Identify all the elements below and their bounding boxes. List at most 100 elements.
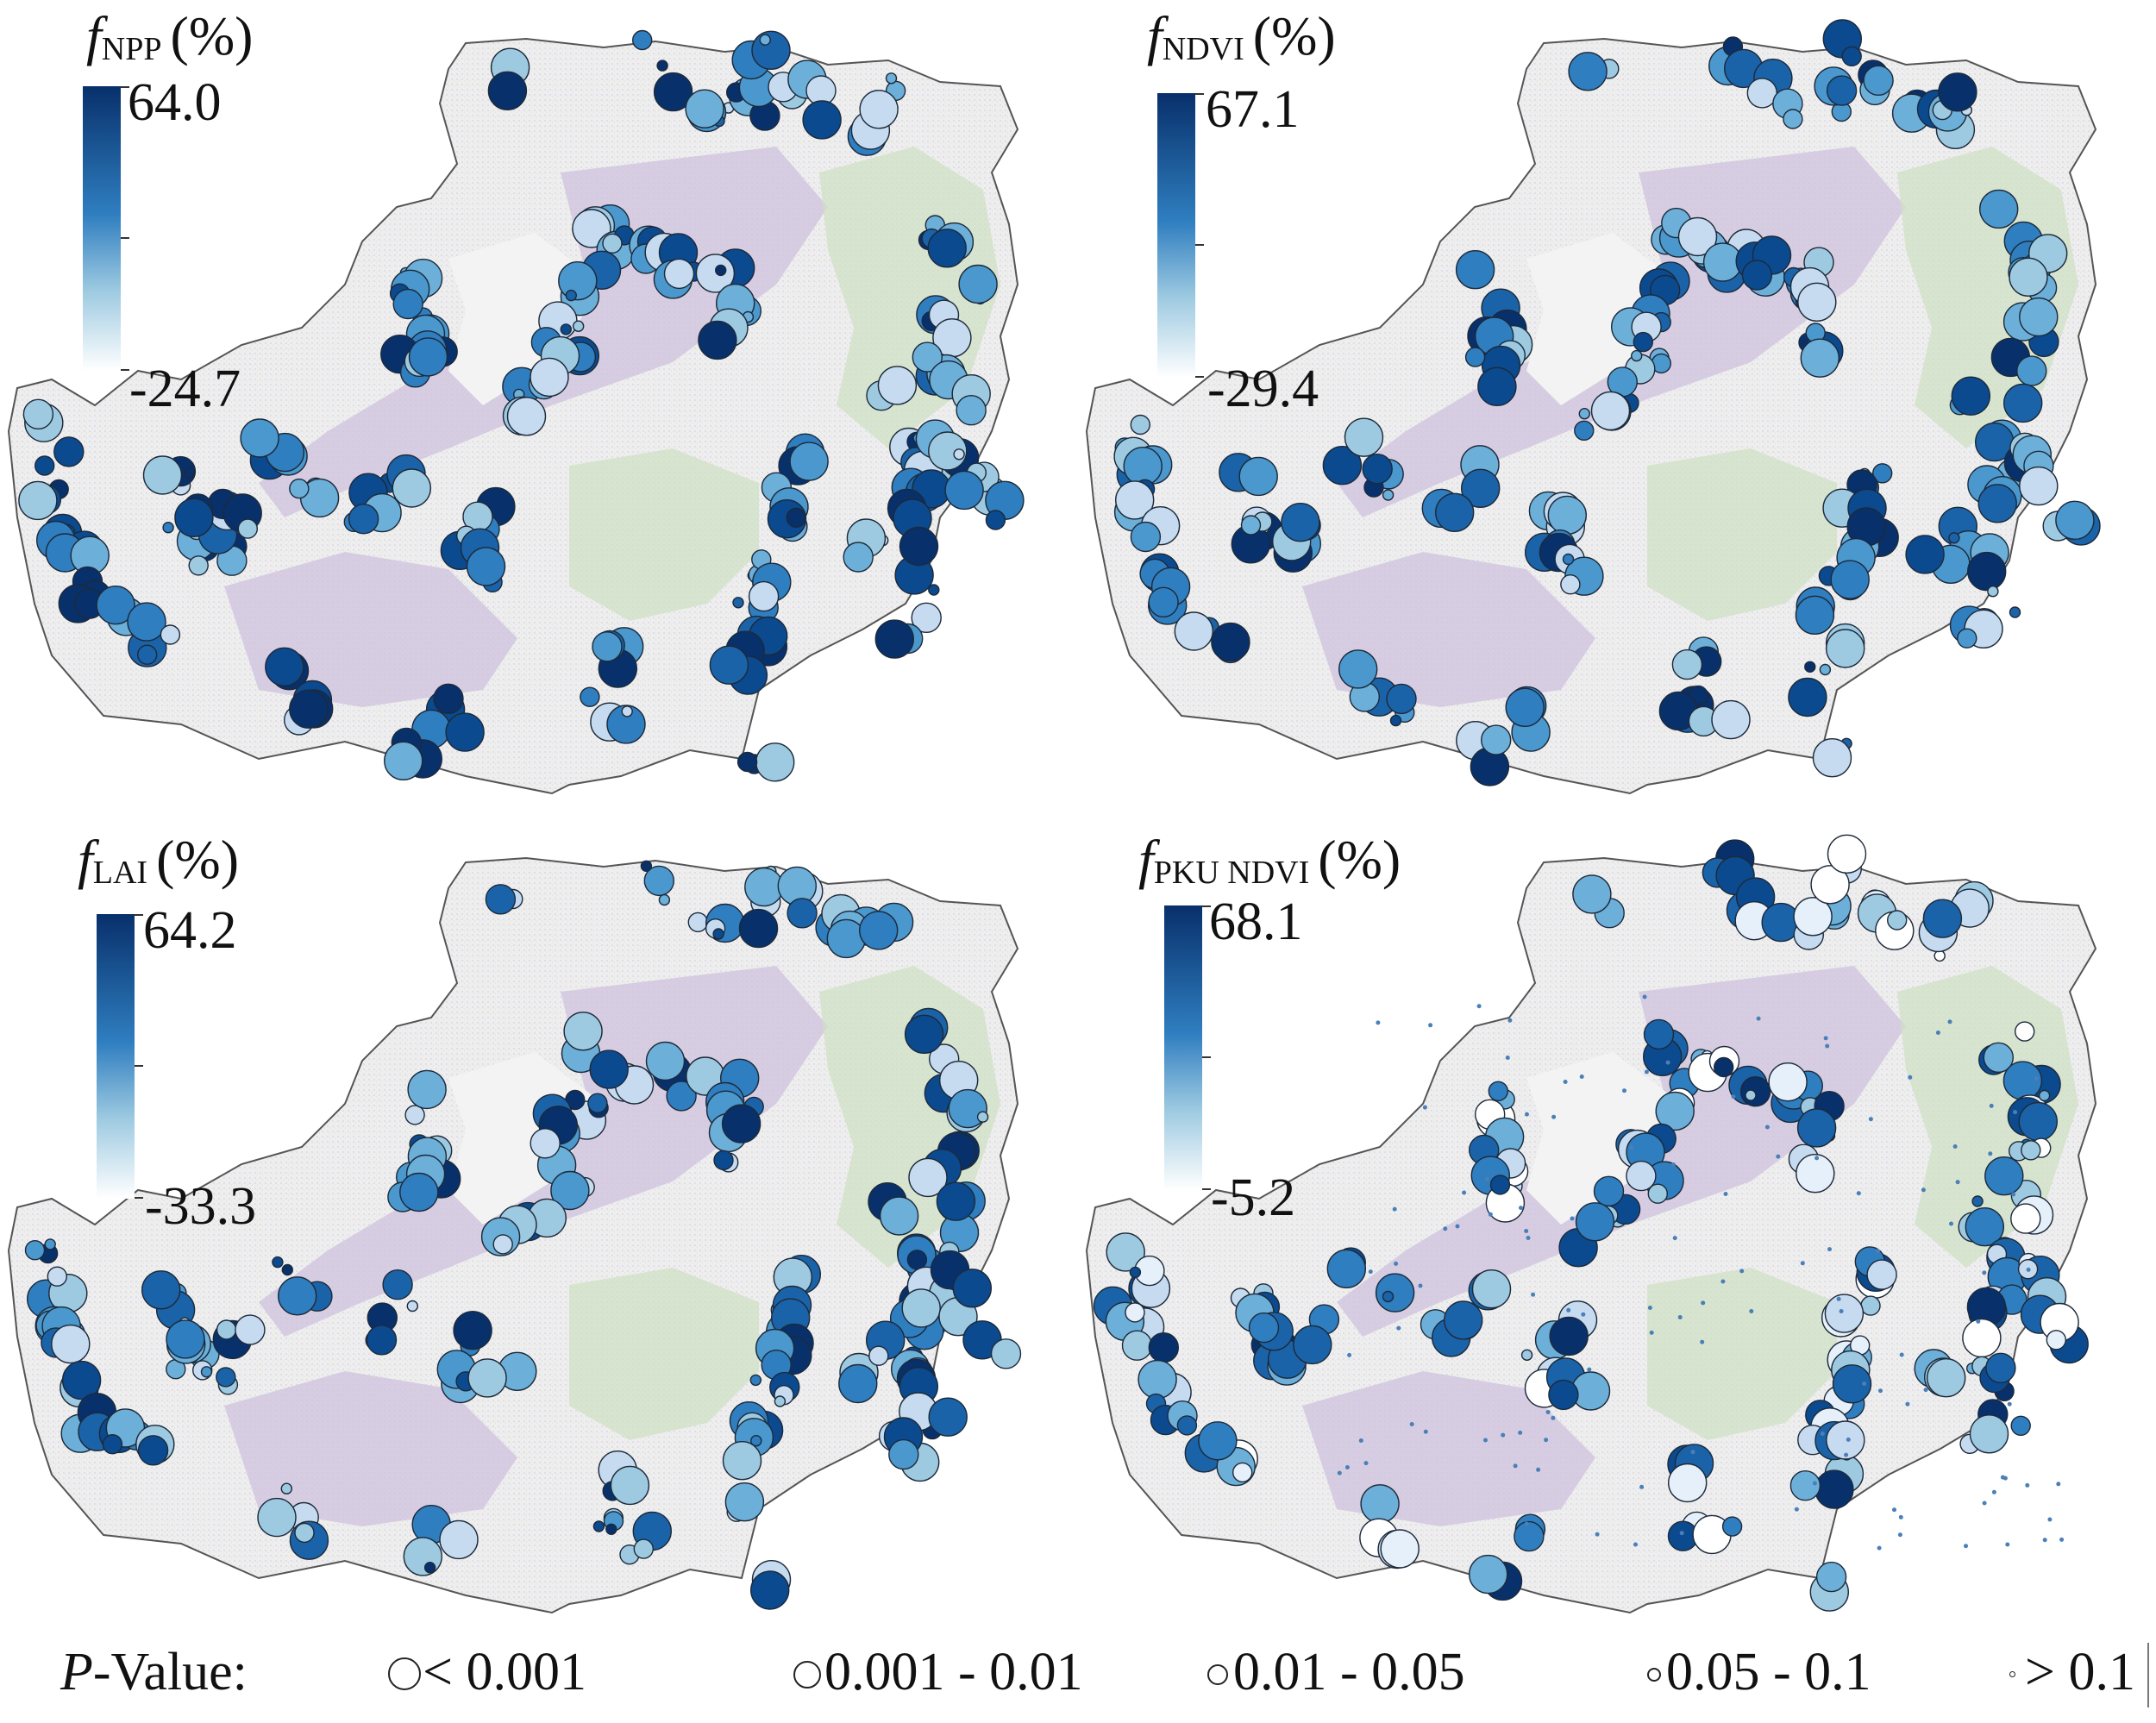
station-marker: [2018, 1101, 2059, 1142]
station-marker: [530, 1128, 561, 1159]
station-marker: [453, 1311, 492, 1350]
station-marker-tiny: [1898, 1514, 1903, 1519]
station-marker: [403, 1537, 442, 1576]
panel-pku-ndvi: fPKU NDVI (%) 68.1 -5.2: [1078, 819, 2156, 1630]
legend-circle-medium: [793, 1661, 821, 1689]
legend-circle-small: [1207, 1664, 1228, 1685]
station-marker: [1934, 949, 1946, 962]
station-marker: [366, 1325, 398, 1356]
station-marker: [24, 1240, 46, 1261]
station-marker: [433, 683, 464, 714]
station-marker-tiny: [1422, 1105, 1427, 1110]
station-marker: [1211, 622, 1250, 662]
station-marker: [1444, 1300, 1483, 1340]
station-marker-tiny: [1794, 1507, 1799, 1512]
station-marker: [2038, 1089, 2051, 1102]
blank-area: [1526, 1052, 1682, 1225]
station-marker: [141, 1270, 181, 1310]
forest-zone-south: [569, 448, 759, 621]
station-marker: [1464, 347, 1486, 367]
station-marker: [1578, 408, 1590, 420]
station-marker: [1819, 663, 1832, 676]
station-marker-tiny: [1526, 1236, 1531, 1240]
station-marker: [944, 470, 984, 511]
station-marker: [751, 30, 791, 70]
station-marker: [1389, 714, 1402, 727]
station-marker: [1344, 417, 1384, 457]
station-marker: [643, 865, 674, 897]
station-marker: [592, 631, 623, 662]
station-marker: [1962, 1318, 2002, 1358]
station-marker-tiny: [1501, 1432, 1506, 1438]
station-marker: [1326, 1249, 1366, 1288]
station-marker: [1130, 414, 1151, 435]
station-marker-tiny: [2047, 1517, 2053, 1522]
station-marker: [102, 1434, 123, 1455]
station-marker: [1593, 1175, 1625, 1206]
station-marker-tiny: [1513, 1463, 1518, 1469]
p-value-legend: P-Value: < 0.001 0.001 - 0.01 0.01 - 0.0…: [60, 1643, 2135, 1701]
legend-circle-large: [388, 1657, 421, 1690]
station-marker-tiny: [1908, 1075, 1913, 1080]
station-marker-tiny: [1647, 1306, 1652, 1310]
station-marker: [550, 1170, 590, 1211]
station-marker: [802, 100, 842, 140]
station-marker-tiny: [1955, 1180, 1960, 1185]
station-marker-tiny: [1566, 1307, 1571, 1313]
station-marker: [786, 507, 806, 528]
station-marker: [1800, 338, 1839, 378]
station-marker: [1927, 1358, 1966, 1398]
station-marker-tiny: [1633, 1542, 1638, 1547]
station-marker: [750, 1570, 790, 1610]
station-marker: [44, 1238, 56, 1250]
station-marker: [466, 547, 506, 586]
station-marker: [928, 584, 940, 596]
station-marker-tiny: [1991, 1489, 1996, 1494]
station-marker-tiny: [1595, 1532, 1600, 1537]
station-marker: [404, 1105, 425, 1125]
station-marker: [392, 288, 423, 320]
station-marker: [47, 1266, 68, 1287]
station-marker: [1548, 1379, 1579, 1411]
station-marker: [1435, 492, 1475, 532]
station-marker: [1827, 834, 1867, 874]
station-marker-tiny: [1443, 1226, 1448, 1231]
station-marker: [1560, 574, 1581, 595]
station-marker: [736, 751, 758, 773]
station-marker: [272, 1256, 284, 1269]
station-marker: [1826, 1420, 1865, 1460]
station-marker-tiny: [1875, 1249, 1880, 1254]
station-marker: [1382, 489, 1395, 501]
station-marker: [592, 1520, 605, 1532]
station-marker: [748, 580, 780, 612]
blank-area: [1526, 233, 1682, 405]
station-marker: [908, 1157, 948, 1198]
station-marker-tiny: [2034, 1076, 2039, 1081]
forest-zone-south: [1647, 1268, 1837, 1440]
station-marker: [709, 645, 749, 685]
station-marker: [1830, 560, 1870, 599]
station-marker-tiny: [1823, 1036, 1828, 1041]
station-marker: [1671, 648, 1703, 680]
station-marker: [423, 1562, 436, 1574]
station-marker: [467, 1358, 507, 1398]
station-marker: [184, 467, 196, 479]
station-marker-tiny: [1394, 1261, 1399, 1266]
station-marker-tiny: [1579, 1075, 1584, 1079]
station-marker-tiny: [1690, 1450, 1695, 1455]
station-marker: [789, 442, 829, 481]
station-marker-tiny: [2025, 1482, 2030, 1488]
station-marker: [1148, 1332, 1180, 1363]
station-marker: [621, 705, 633, 717]
station-marker-tiny: [1897, 1532, 1902, 1538]
station-marker: [885, 72, 898, 85]
station-marker: [1824, 1294, 1865, 1333]
station-marker: [174, 498, 214, 537]
station-marker: [838, 1363, 878, 1404]
station-markers: [24, 860, 1022, 1610]
station-marker: [1574, 420, 1595, 441]
station-marker-tiny: [1488, 1212, 1493, 1217]
station-marker: [663, 258, 695, 290]
station-marker: [1866, 1259, 1897, 1290]
station-marker-tiny: [1587, 1367, 1592, 1372]
